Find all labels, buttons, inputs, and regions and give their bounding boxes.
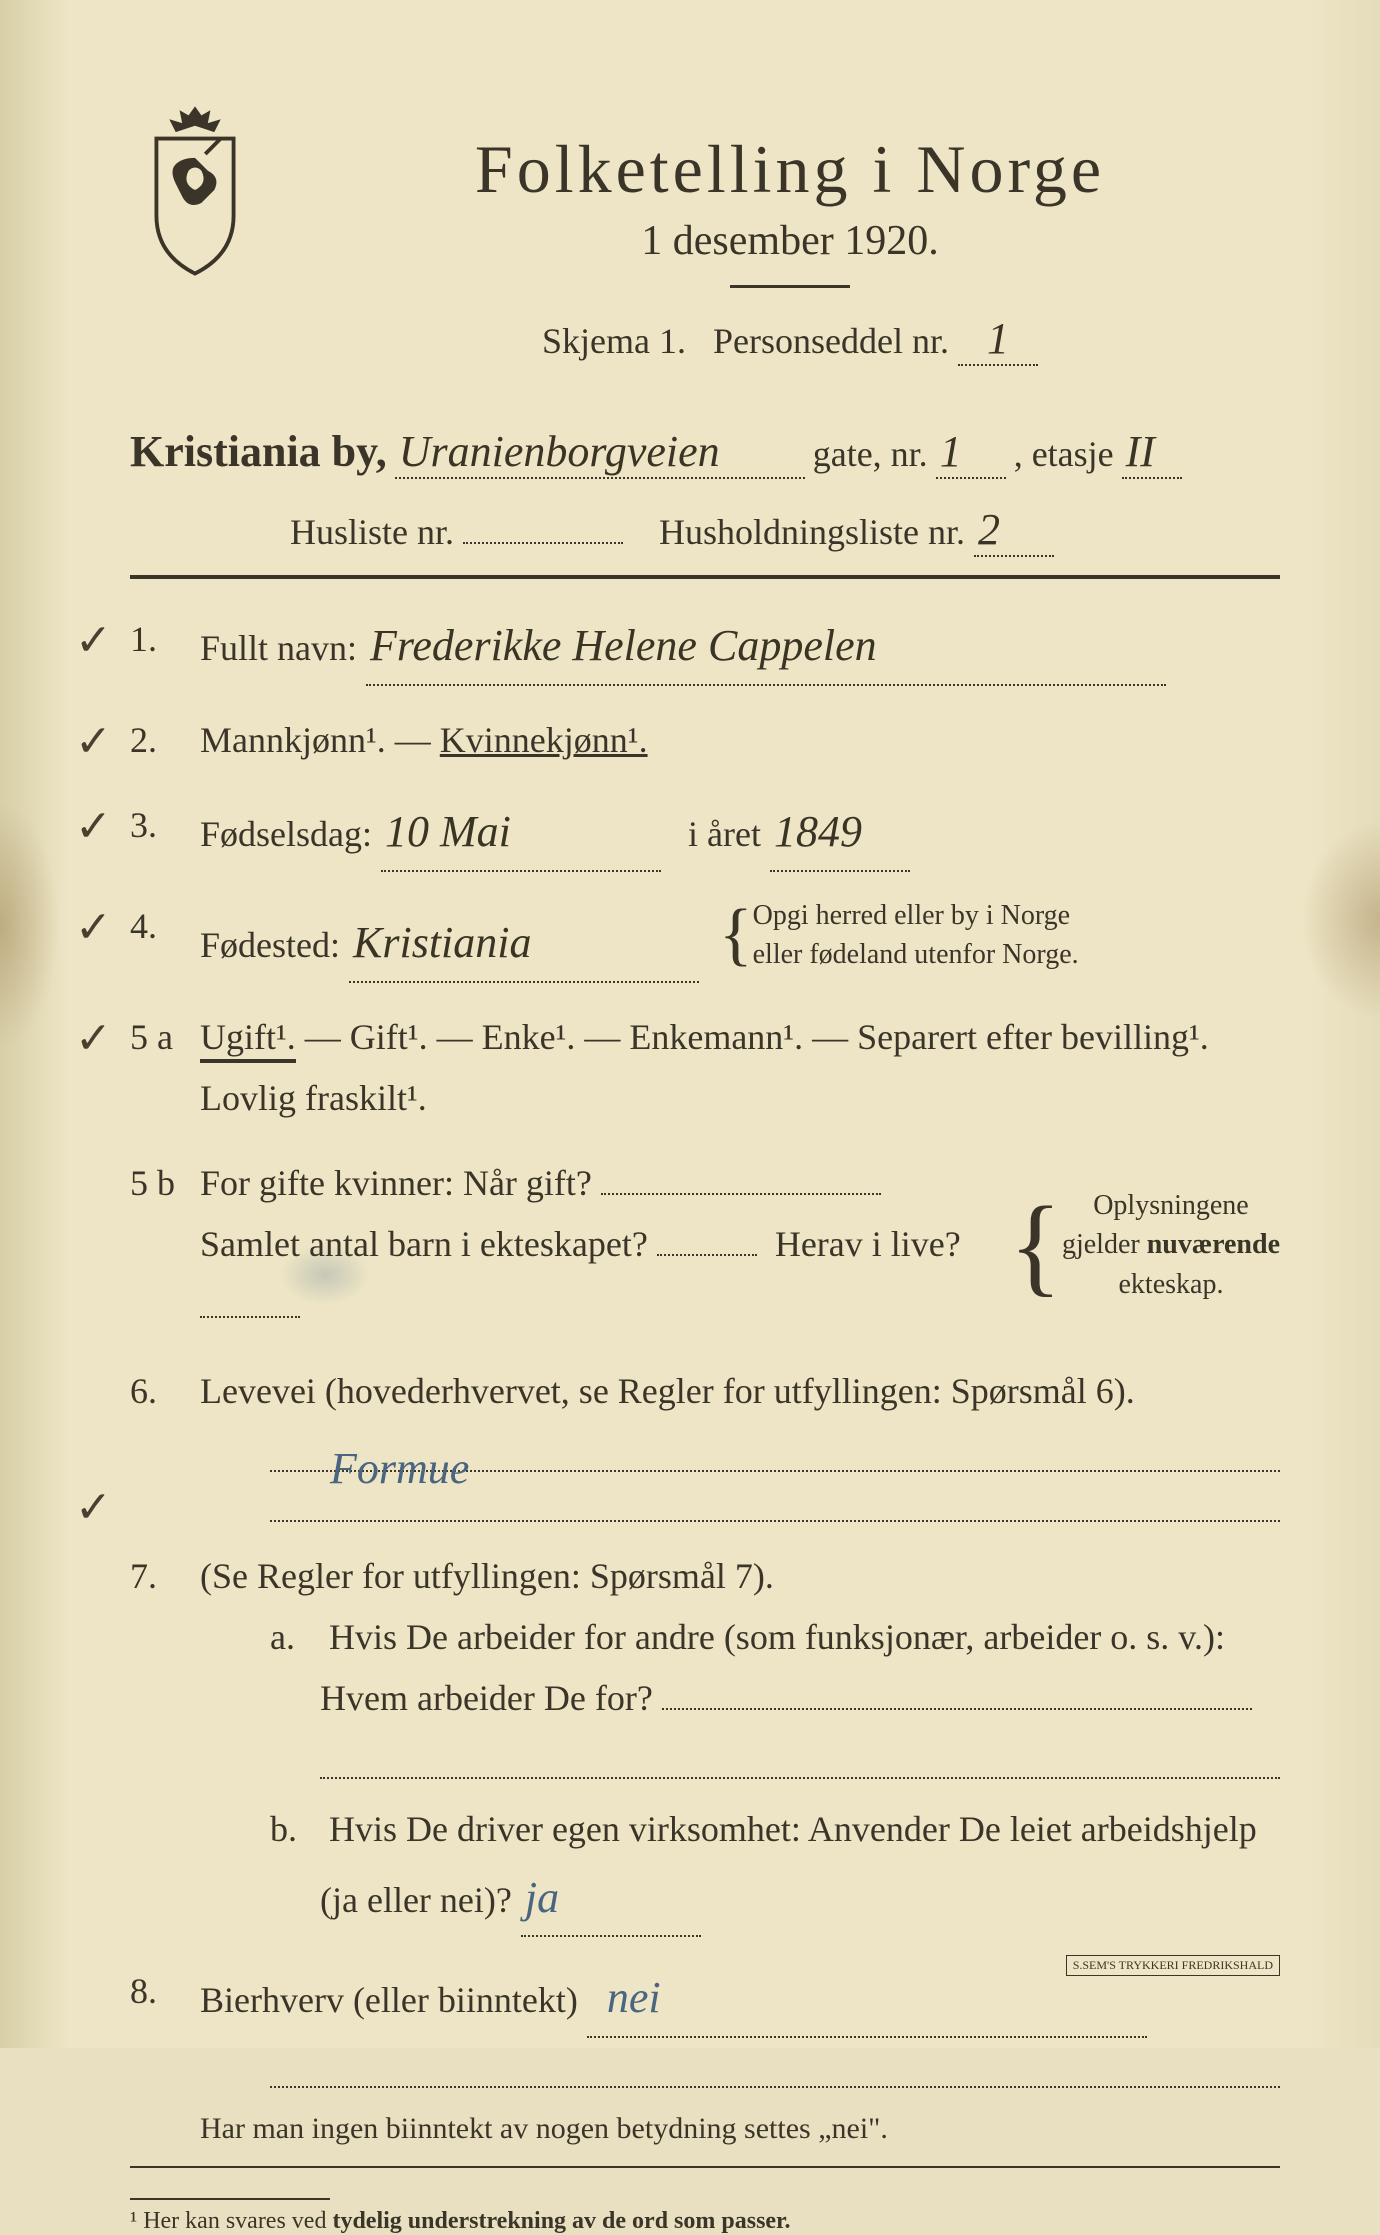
census-form-page: Folketelling i Norge 1 desember 1920. Sk… — [0, 0, 1380, 2048]
q5b-married-women: 5 b For gifte kvinner: Når gift? Samlet … — [130, 1153, 1280, 1337]
brace-icon: { — [719, 914, 753, 956]
divider — [730, 285, 850, 288]
q-number: 7. — [130, 1546, 157, 1607]
dash: — — [395, 720, 440, 760]
city-label: Kristiania by, — [130, 426, 387, 477]
q-number: 2. — [130, 710, 157, 771]
footnote-rule — [130, 2198, 330, 2200]
q4-value: Kristiania — [349, 906, 699, 983]
q-number: 8. — [130, 1961, 157, 2022]
q6-value: Formue — [330, 1444, 469, 1493]
form-subtitle: 1 desember 1920. — [300, 217, 1280, 265]
husholdning-label: Husholdningsliste nr. — [659, 512, 965, 552]
q7a: a. Hvis De arbeider for andre (som funks… — [200, 1607, 1280, 1779]
checkmark-icon: ✓ — [75, 790, 112, 865]
etasje-value: II — [1122, 426, 1182, 479]
checkmark-icon: ✓ — [75, 604, 112, 679]
q5b-gift-value — [601, 1193, 881, 1195]
footnote: ¹ Her kan svares ved tydelig understrekn… — [130, 2198, 1280, 2235]
q5a-separert: Separert efter bevilling¹. — [857, 1017, 1209, 1057]
q5a-marital: ✓ 5 a Ugift¹. — Gift¹. — Enke¹. — Enkema… — [130, 1007, 1280, 1129]
checkmark-icon: ✓ — [75, 705, 112, 780]
q7a-text1: Hvis De arbeider for andre (som funksjon… — [329, 1617, 1225, 1657]
q8-secondary: 8. Bierhverv (eller biinntekt) nei — [130, 1961, 1280, 2088]
q1-name: ✓ 1. Fullt navn: Frederikke Helene Cappe… — [130, 609, 1280, 686]
q6-line1: Formue — [270, 1432, 1280, 1472]
q1-value: Frederikke Helene Cappelen — [366, 609, 1166, 686]
husliste-label: Husliste nr. — [290, 512, 454, 552]
q5b-note: Oplysningene gjelder nuværende ekteskap. — [1062, 1186, 1280, 1304]
husliste-value — [463, 542, 623, 544]
coat-of-arms-icon — [130, 100, 260, 280]
q1-label: Fullt navn: — [200, 628, 357, 668]
q3-day-value: 10 Mai — [381, 795, 661, 872]
q4-label: Fødested: — [200, 925, 340, 965]
q3-label: Fødselsdag: — [200, 814, 372, 854]
q7a-line2 — [320, 1739, 1280, 1779]
q5a-ugift-selected: Ugift¹. — [200, 1017, 296, 1063]
paper-stain — [1300, 820, 1380, 1020]
q5b-live-value — [200, 1316, 300, 1318]
etasje-label: , etasje — [1014, 433, 1114, 475]
brace-icon: { — [1009, 1212, 1062, 1278]
q-number: 4. — [130, 896, 157, 957]
q6-occupation: 6. Levevei (hovederhvervet, se Regler fo… — [130, 1361, 1280, 1522]
q5a-enke: Enke¹. — [482, 1017, 576, 1057]
q5b-line2b: Herav i live? — [775, 1224, 961, 1264]
q7a-text2: Hvem arbeider De for? — [320, 1678, 653, 1718]
gate-label: gate, nr. — [813, 433, 928, 475]
form-title: Folketelling i Norge — [300, 130, 1280, 209]
personseddel-value: 1 — [958, 313, 1038, 366]
divider — [130, 2166, 1280, 2168]
q7b-value: ja — [521, 1861, 701, 1938]
q-number: 1. — [130, 609, 157, 670]
printer-mark: S.SEM'S TRYKKERI FREDRIKSHALD — [1066, 1955, 1280, 1976]
q3-year-label: i året — [688, 814, 761, 854]
q5a-enkemann: Enkemann¹. — [629, 1017, 803, 1057]
q7b: b. Hvis De driver egen virksomhet: Anven… — [200, 1799, 1280, 1937]
q4-birthplace: ✓ 4. Fødested: Kristiania { Opgi herred … — [130, 896, 1280, 983]
q4-note: Opgi herred eller by i Norge eller fødel… — [753, 896, 1079, 974]
q5a-gift: Gift¹. — [350, 1017, 428, 1057]
street-value: Uranienborgveien — [395, 426, 805, 479]
husliste-line: Husliste nr. Husholdningsliste nr. 2 — [290, 504, 1280, 557]
q5b-line2a: Samlet antal barn i ekteskapet? — [200, 1224, 648, 1264]
q5a-lovlig: Lovlig fraskilt¹. — [200, 1078, 427, 1118]
form-number-line: Skjema 1. Personseddel nr. 1 — [300, 313, 1280, 366]
q-number: 5 a — [130, 1007, 173, 1068]
form-header: Folketelling i Norge 1 desember 1920. Sk… — [130, 110, 1280, 396]
q7b-letter: b. — [270, 1799, 320, 1860]
divider — [130, 575, 1280, 579]
checkmark-icon: ✓ — [75, 1002, 112, 1077]
q-number: 5 b — [130, 1153, 175, 1214]
paper-stain — [0, 800, 60, 1050]
skjema-label: Skjema 1. — [542, 321, 686, 361]
bottom-note: Har man ingen biinntekt av nogen betydni… — [200, 2112, 1280, 2146]
checkmark-icon: ✓ — [75, 1471, 112, 1546]
q2-mann: Mannkjønn¹. — [200, 720, 386, 760]
checkmark-icon: ✓ — [75, 891, 112, 966]
husholdning-value: 2 — [974, 504, 1054, 557]
personseddel-label: Personseddel nr. — [713, 321, 949, 361]
q7-label: (Se Regler for utfyllingen: Spørsmål 7). — [200, 1556, 774, 1596]
q7b-text2: (ja eller nei)? — [320, 1880, 512, 1920]
q2-kvinne-selected: Kvinnekjønn¹. — [440, 720, 648, 760]
q-number: 3. — [130, 795, 157, 856]
nr-value: 1 — [936, 426, 1006, 479]
q7a-value — [662, 1708, 1252, 1710]
q7b-text1: Hvis De driver egen virksomhet: Anvender… — [329, 1809, 1257, 1849]
q6-label: Levevei (hovederhvervet, se Regler for u… — [200, 1371, 1135, 1411]
q5b-line1: For gifte kvinner: Når gift? — [200, 1163, 592, 1203]
q3-year-value: 1849 — [770, 795, 910, 872]
q-number: 6. — [130, 1361, 157, 1422]
address-line: Kristiania by, Uranienborgveien gate, nr… — [130, 426, 1280, 479]
q2-gender: ✓ 2. Mannkjønn¹. — Kvinnekjønn¹. — [130, 710, 1280, 771]
q8-label: Bierhverv (eller biinntekt) — [200, 1980, 578, 2020]
q7a-letter: a. — [270, 1607, 320, 1668]
q8-value: nei — [587, 1961, 1147, 2038]
q7-employer: 7. (Se Regler for utfyllingen: Spørsmål … — [130, 1546, 1280, 1938]
q8-line2 — [270, 2048, 1280, 2088]
q3-birthdate: ✓ 3. Fødselsdag: 10 Mai i året 1849 — [130, 795, 1280, 872]
q5b-barn-value — [657, 1254, 757, 1256]
